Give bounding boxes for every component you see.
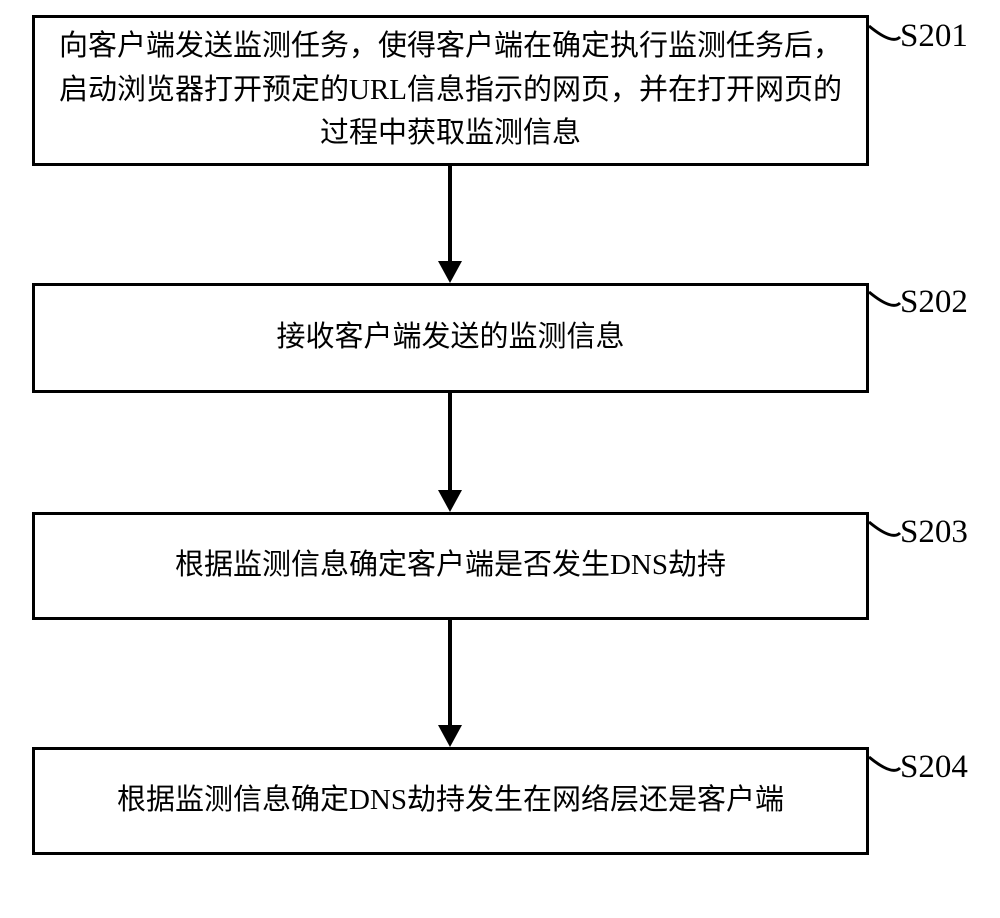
flow-node-s204: 根据监测信息确定DNS劫持发生在网络层还是客户端: [32, 747, 869, 855]
flow-label-s202: S202: [900, 284, 968, 321]
flow-node-s201: 向客户端发送监测任务，使得客户端在确定执行监测任务后，启动浏览器打开预定的URL…: [32, 15, 869, 166]
flow-label-text: S201: [900, 18, 968, 54]
flow-node-text: 向客户端发送监测任务，使得客户端在确定执行监测任务后，启动浏览器打开预定的URL…: [49, 25, 852, 156]
flowchart-canvas: 向客户端发送监测任务，使得客户端在确定执行监测任务后，启动浏览器打开预定的URL…: [0, 0, 1000, 918]
flow-node-s202: 接收客户端发送的监测信息: [32, 283, 869, 393]
flow-label-s203: S203: [900, 514, 968, 551]
flow-label-text: S203: [900, 514, 968, 550]
flow-label-s204: S204: [900, 749, 968, 786]
flow-node-s203: 根据监测信息确定客户端是否发生DNS劫持: [32, 512, 869, 620]
flow-node-text: 根据监测信息确定客户端是否发生DNS劫持: [175, 544, 726, 588]
flow-node-text: 根据监测信息确定DNS劫持发生在网络层还是客户端: [117, 779, 784, 823]
flow-label-s201: S201: [900, 18, 968, 55]
flow-node-text: 接收客户端发送的监测信息: [276, 316, 624, 360]
flow-label-text: S204: [900, 749, 968, 785]
flow-label-text: S202: [900, 284, 968, 320]
